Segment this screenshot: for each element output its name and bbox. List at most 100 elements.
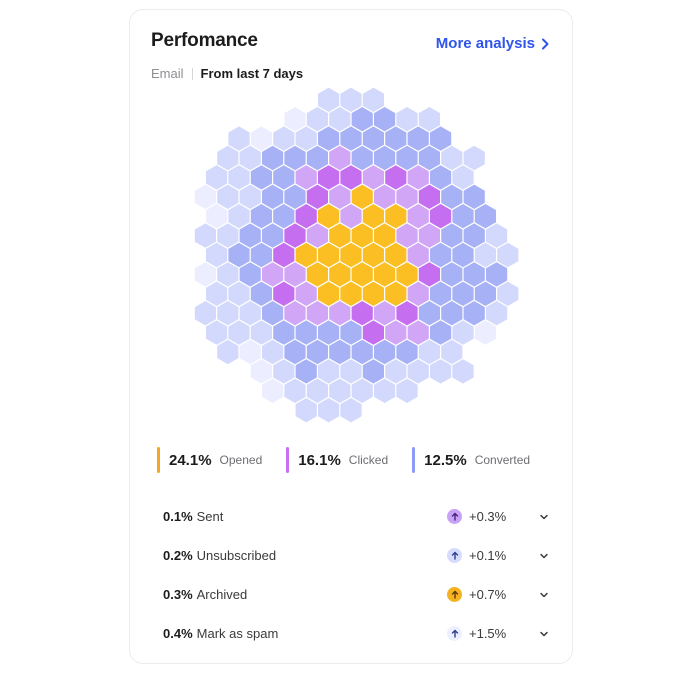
honeycomb-cell <box>362 204 384 229</box>
honeycomb-cell <box>250 165 272 190</box>
chevron-down-icon[interactable] <box>539 552 549 560</box>
honeycomb-cell <box>329 301 351 326</box>
metric-row-sent[interactable]: 0.1% Sent +0.3% <box>163 497 548 536</box>
honeycomb-cell <box>430 320 452 345</box>
honeycomb-cell <box>284 223 306 248</box>
metric-label: Unsubscribed <box>196 548 277 563</box>
honeycomb-cell <box>362 281 384 306</box>
honeycomb-cell <box>228 242 250 268</box>
honeycomb-cell <box>374 145 396 171</box>
honeycomb-cell <box>362 320 384 345</box>
metric-value: 0.2% <box>163 548 193 563</box>
honeycomb-cell <box>441 301 463 326</box>
legend: 24.1% Opened 16.1% Clicked 12.5% Convert… <box>157 447 557 473</box>
honeycomb-cell <box>284 184 306 209</box>
honeycomb-cell <box>228 165 250 190</box>
honeycomb-cell <box>262 223 284 248</box>
honeycomb-cell <box>463 301 485 326</box>
honeycomb-cell <box>250 126 272 151</box>
honeycomb-cell <box>295 126 317 151</box>
honeycomb-cell <box>228 126 250 151</box>
more-analysis-link[interactable]: More analysis <box>436 35 550 52</box>
chevron-down-icon[interactable] <box>539 513 549 521</box>
honeycomb-cell <box>486 262 508 287</box>
honeycomb-cell <box>385 242 407 268</box>
metric-label: Archived <box>196 587 248 602</box>
honeycomb-cell <box>407 204 429 229</box>
honeycomb-cell <box>284 107 306 132</box>
honeycomb-cell <box>430 126 452 151</box>
honeycomb-cell <box>340 320 362 345</box>
honeycomb-cell <box>273 126 295 151</box>
honeycomb-cell <box>396 107 418 132</box>
engagement-honeycomb-heatmap <box>194 87 519 423</box>
honeycomb-cell <box>351 184 373 209</box>
honeycomb-cell <box>351 378 373 403</box>
honeycomb-cell <box>486 223 508 248</box>
honeycomb-cell <box>262 262 284 287</box>
honeycomb-cell <box>340 242 362 268</box>
metric-label: Sent <box>196 509 224 524</box>
honeycomb-cell <box>362 165 384 190</box>
honeycomb-cell <box>239 223 261 248</box>
trend-up-badge <box>447 587 462 602</box>
honeycomb-cell <box>396 145 418 171</box>
metric-row-unsubscribed[interactable]: 0.2% Unsubscribed +0.1% <box>163 536 548 575</box>
arrow-up-icon <box>451 590 458 599</box>
subtitle-divider <box>191 67 193 80</box>
metric-delta: +0.1% <box>469 548 507 563</box>
metrics-list: 0.1% Sent +0.3% 0.2% Unsubscribed +0.1% <box>163 497 548 653</box>
honeycomb-cell <box>228 204 250 229</box>
honeycomb-cell <box>306 145 328 171</box>
honeycomb-cell <box>306 262 328 287</box>
metric-value: 0.3% <box>163 587 193 602</box>
trend-up-badge <box>447 509 462 524</box>
honeycomb-cell <box>385 320 407 345</box>
honeycomb-cell <box>295 204 317 229</box>
channel-label: Email <box>151 66 184 81</box>
honeycomb-cell <box>418 145 440 171</box>
honeycomb-cell <box>284 339 306 365</box>
metric-delta: +1.5% <box>469 626 507 641</box>
honeycomb-cell <box>351 301 373 326</box>
honeycomb-cell <box>206 165 228 190</box>
honeycomb-cell <box>206 281 228 306</box>
honeycomb-cell <box>396 223 418 248</box>
honeycomb-cell <box>206 242 228 268</box>
honeycomb-cell <box>374 378 396 403</box>
honeycomb-cell <box>407 242 429 268</box>
honeycomb-cell <box>441 223 463 248</box>
honeycomb-cell <box>497 281 519 306</box>
honeycomb-cell <box>250 359 272 384</box>
honeycomb-cell <box>295 320 317 345</box>
honeycomb-cell <box>217 301 239 326</box>
honeycomb-cell <box>194 301 216 326</box>
legend-opened: 24.1% Opened <box>157 447 262 473</box>
metric-value: 0.1% <box>163 509 193 524</box>
honeycomb-cell <box>396 184 418 209</box>
honeycomb-cell <box>273 165 295 190</box>
honeycomb-cell <box>340 204 362 229</box>
honeycomb-cell <box>385 204 407 229</box>
metric-row-mark-as-spam[interactable]: 0.4% Mark as spam +1.5% <box>163 614 548 653</box>
chevron-down-icon[interactable] <box>539 630 549 638</box>
honeycomb-cell <box>273 204 295 229</box>
honeycomb-cell <box>385 165 407 190</box>
honeycomb-cell <box>396 339 418 365</box>
honeycomb-cell <box>497 242 519 268</box>
honeycomb-cell <box>273 242 295 268</box>
honeycomb-cell <box>273 320 295 345</box>
legend-clicked: 16.1% Clicked <box>286 447 388 473</box>
legend-value: 16.1% <box>298 451 341 469</box>
honeycomb-cell <box>374 223 396 248</box>
honeycomb-cell <box>418 107 440 132</box>
honeycomb-cell <box>318 242 340 268</box>
honeycomb-cell <box>340 281 362 306</box>
honeycomb-cell <box>463 184 485 209</box>
metric-row-archived[interactable]: 0.3% Archived +0.7% <box>163 575 548 614</box>
chevron-down-icon[interactable] <box>539 591 549 599</box>
honeycomb-cell <box>329 378 351 403</box>
honeycomb-cell <box>262 145 284 171</box>
honeycomb-cell <box>239 339 261 365</box>
honeycomb-cell <box>250 242 272 268</box>
